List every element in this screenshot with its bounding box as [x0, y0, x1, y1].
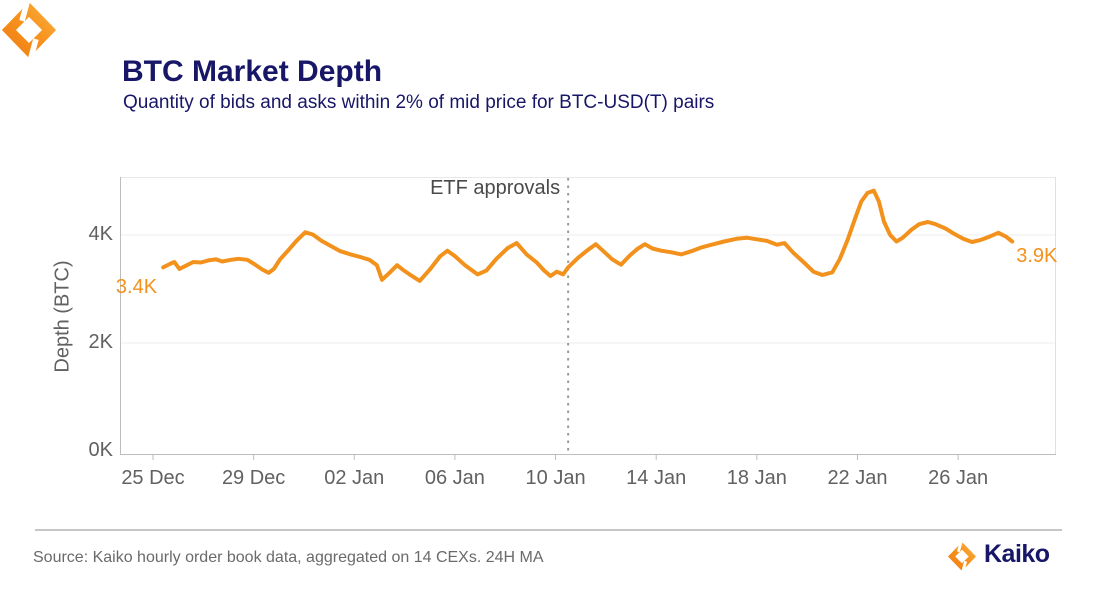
kaiko-footer-logo-icon: [948, 541, 976, 572]
chart-subtitle: Quantity of bids and asks within 2% of m…: [123, 92, 715, 113]
page-title: BTC Market Depth: [122, 55, 383, 88]
depth-line-series: [161, 188, 1015, 283]
x-tick-label: 22 Jan: [827, 467, 888, 489]
kaiko-logo-icon: [1, 0, 57, 60]
plot-area: [120, 177, 1056, 460]
x-tick-label: 10 Jan: [525, 467, 586, 489]
source-note: Source: Kaiko hourly order book data, ag…: [33, 549, 544, 566]
x-tick-label: 29 Dec: [221, 467, 286, 489]
event-annotation: ETF approvals: [430, 177, 561, 199]
end-value-label: 3.9K: [1016, 245, 1058, 268]
y-tick-label: 0K: [88, 439, 113, 461]
start-value-label: 3.4K: [115, 276, 158, 299]
y-tick-label: 2K: [88, 331, 113, 353]
y-tick-label: 4K: [88, 223, 113, 245]
x-tick-label: 25 Dec: [121, 467, 185, 489]
y-axis-title: Depth (BTC): [51, 260, 74, 373]
x-tick-label: 14 Jan: [626, 467, 687, 489]
x-tick-label: 06 Jan: [424, 467, 485, 489]
x-tick-label: 02 Jan: [324, 467, 385, 489]
footer-divider: [35, 529, 1062, 531]
x-tick-label: 18 Jan: [726, 467, 787, 489]
brand-wordmark: Kaiko: [984, 540, 1050, 568]
x-tick-label: 26 Jan: [928, 467, 989, 489]
